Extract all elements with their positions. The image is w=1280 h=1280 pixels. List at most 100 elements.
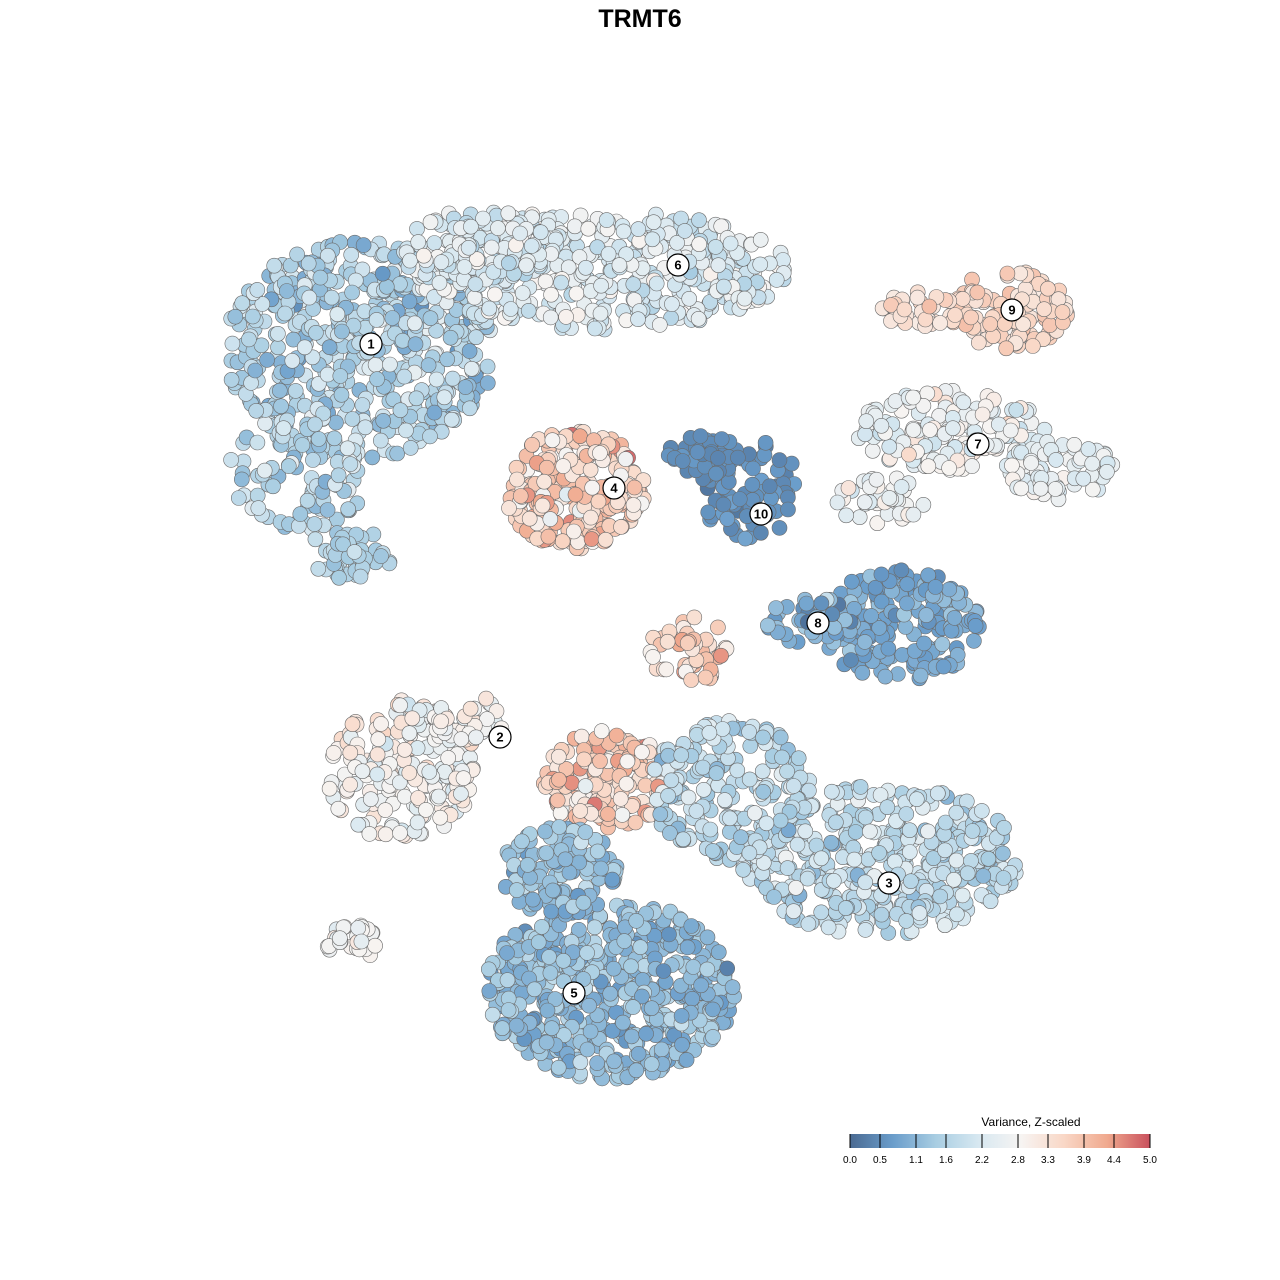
scatter-point: [404, 710, 421, 727]
scatter-point: [1047, 481, 1064, 497]
colorbar-tick-label: 0.0: [843, 1155, 857, 1166]
scatter-point: [920, 823, 936, 840]
scatter-point: [422, 310, 439, 327]
scatter-point: [467, 276, 484, 293]
scatter-point: [679, 939, 696, 956]
scatter-point: [871, 845, 887, 861]
scatter-point: [619, 753, 636, 770]
scatter-point: [846, 851, 863, 868]
colorbar-tick-label: 3.3: [1041, 1155, 1055, 1166]
scatter-point: [377, 802, 394, 818]
scatter-point: [555, 952, 572, 969]
scatter-point: [905, 506, 922, 523]
scatter-point: [704, 843, 721, 859]
scatter-point: [759, 617, 776, 634]
scatter-point: [755, 783, 772, 800]
scatter-point: [561, 864, 578, 881]
scatter-point: [550, 748, 567, 765]
scatter-point: [927, 579, 944, 595]
scatter-point: [704, 1001, 721, 1018]
scatter-point: [307, 531, 324, 548]
scatter-point: [468, 729, 484, 746]
scatter-point: [731, 491, 748, 507]
scatter-point: [675, 831, 692, 848]
scatter-point: [249, 434, 266, 451]
scatter-point: [512, 488, 529, 504]
scatter-point: [941, 581, 958, 598]
scatter-point: [1042, 317, 1058, 333]
scatter-point: [378, 278, 395, 295]
scatter-point: [389, 445, 406, 462]
scatter-point: [628, 1062, 645, 1079]
scatter-point: [339, 440, 356, 457]
scatter-point: [592, 445, 608, 461]
scatter-point: [355, 237, 372, 253]
scatter-point: [652, 806, 669, 823]
scatter-point: [372, 432, 389, 449]
scatter-point: [634, 744, 650, 760]
scatter-point: [374, 265, 391, 282]
scatter-point: [899, 595, 915, 612]
scatter-point: [1002, 422, 1019, 439]
scatter-point: [785, 903, 802, 920]
scatter-point: [514, 285, 531, 301]
scatter-point: [396, 368, 413, 385]
scatter-point: [716, 792, 733, 808]
scatter-point: [523, 238, 540, 254]
scatter-point: [963, 309, 979, 326]
scatter-point: [752, 232, 769, 248]
scatter-point: [321, 339, 338, 356]
scatter-point: [768, 272, 785, 288]
scatter-point: [362, 791, 379, 808]
scatter-point: [1054, 304, 1071, 320]
scatter-point: [368, 312, 385, 328]
scatter-point: [265, 478, 281, 495]
scatter-point: [352, 568, 369, 585]
scatter-point: [702, 821, 719, 838]
colorbar-tick-label: 1.6: [939, 1155, 953, 1166]
scatter-point: [340, 501, 357, 518]
scatter-point: [858, 413, 875, 430]
scatter-point: [330, 800, 347, 817]
scatter-point: [775, 252, 791, 268]
scatter-point: [680, 789, 697, 806]
scatter-point: [306, 516, 323, 532]
scatter-point: [428, 371, 445, 388]
scatter-point: [766, 889, 782, 905]
scatter-point: [660, 787, 676, 804]
scatter-point: [937, 917, 953, 934]
scatter-point: [608, 727, 625, 744]
scatter-point: [617, 451, 634, 467]
scatter-point: [568, 285, 585, 302]
scatter-point: [628, 913, 645, 929]
scatter-point: [1099, 463, 1115, 480]
scatter-point: [335, 536, 351, 553]
scatter-point: [616, 933, 633, 949]
scatter-point: [586, 919, 603, 936]
scatter-point: [946, 871, 962, 888]
scatter-point: [1004, 457, 1020, 474]
scatter-point: [319, 247, 336, 264]
scatter-point: [692, 428, 709, 444]
scatter-point: [266, 257, 283, 274]
scatter-point: [741, 845, 758, 861]
scatter-point: [615, 223, 632, 240]
scatter-point: [494, 1020, 511, 1036]
cluster-label-text: 1: [367, 337, 374, 352]
scatter-point: [584, 479, 601, 496]
scatter-point: [543, 286, 559, 303]
scatter-point: [234, 295, 250, 312]
scatter-point: [407, 336, 424, 353]
scatter-point: [1066, 436, 1083, 453]
scatter-point: [500, 255, 517, 272]
cluster-label-text: 10: [754, 507, 768, 522]
scatter-point: [863, 608, 879, 624]
scatter-point: [779, 763, 795, 780]
scatter-point: [330, 467, 347, 484]
scatter-point: [975, 868, 992, 884]
scatter-point: [583, 531, 600, 547]
scatter-point: [367, 937, 383, 954]
scatter-point: [697, 669, 714, 686]
scatter-point: [684, 990, 701, 1007]
